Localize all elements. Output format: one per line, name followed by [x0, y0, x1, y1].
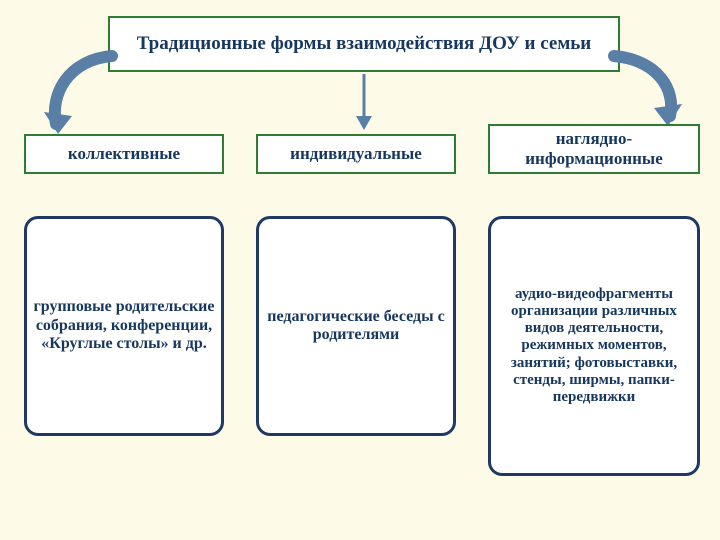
- category-box: коллективные: [24, 134, 224, 174]
- category-label: коллективные: [68, 144, 180, 164]
- arrow-right-icon: [604, 50, 688, 128]
- arrow-center-icon: [348, 74, 380, 132]
- diagram-stage: Традиционные формы взаимодействия ДОУ и …: [0, 0, 720, 540]
- category-box: индивидуальные: [256, 134, 456, 174]
- category-box: наглядно-информационные: [488, 124, 700, 174]
- title-text: Традиционные формы взаимодействия ДОУ и …: [137, 33, 592, 55]
- arrow-left-icon: [38, 50, 122, 136]
- category-label: наглядно-информационные: [496, 129, 692, 168]
- title-box: Традиционные формы взаимодействия ДОУ и …: [108, 16, 620, 72]
- detail-text: групповые родительские собрания, конфере…: [33, 298, 215, 353]
- detail-box: педагогические беседы с родителями: [256, 216, 456, 436]
- detail-box: групповые родительские собрания, конфере…: [24, 216, 224, 436]
- detail-box: аудио-видеофрагменты организации различн…: [488, 216, 700, 476]
- category-label: индивидуальные: [290, 144, 422, 164]
- detail-text: педагогические беседы с родителями: [265, 308, 447, 345]
- detail-text: аудио-видеофрагменты организации различн…: [497, 286, 691, 407]
